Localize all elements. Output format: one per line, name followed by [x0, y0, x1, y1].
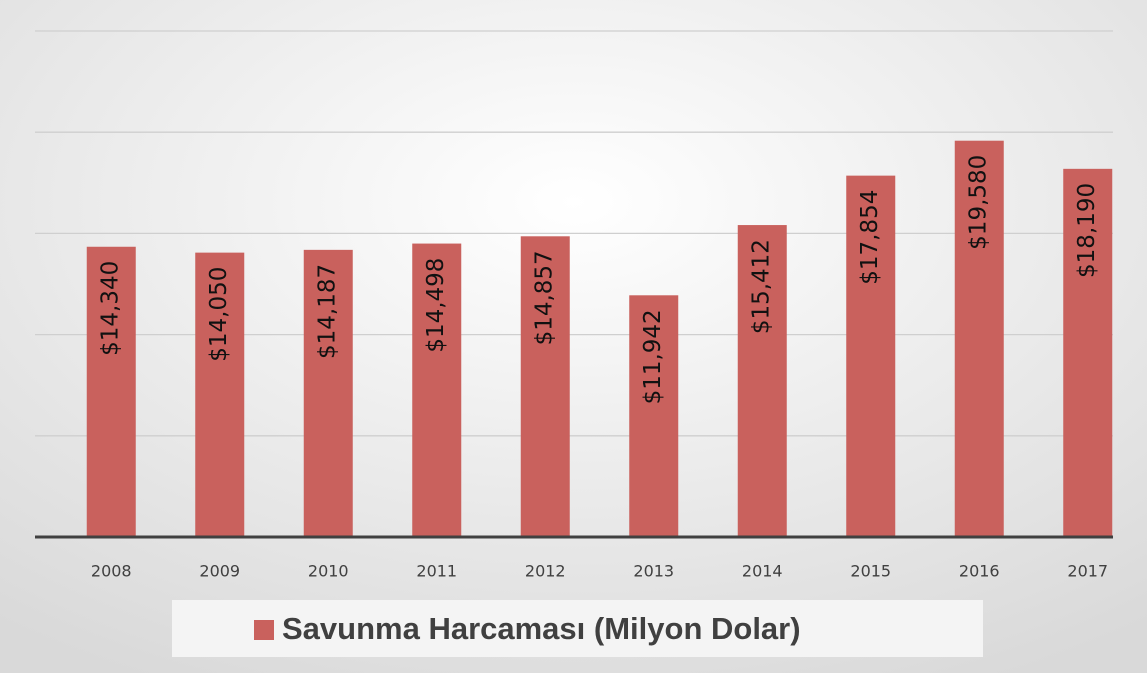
data-label: $19,580: [966, 155, 992, 250]
x-tick-label: 2012: [525, 562, 566, 581]
x-tick-label: 2014: [742, 562, 783, 581]
legend-label: Savunma Harcaması (Milyon Dolar): [282, 611, 801, 646]
data-label: $17,854: [857, 190, 883, 285]
bar: [412, 243, 462, 537]
data-label: $11,942: [640, 309, 666, 404]
data-label: $14,857: [532, 250, 558, 345]
data-label: $18,190: [1074, 183, 1100, 278]
bar: [1063, 168, 1113, 537]
bar: [954, 140, 1004, 537]
bar: [737, 225, 787, 537]
x-tick-label: 2016: [959, 562, 1000, 581]
bar: [303, 249, 353, 538]
x-tick-label: 2015: [850, 562, 891, 581]
bar: [195, 252, 245, 538]
bar: [629, 295, 679, 537]
bar: [86, 246, 136, 537]
x-tick-label: 2011: [416, 562, 457, 581]
x-tick-label: 2008: [91, 562, 132, 581]
data-label: $14,340: [98, 261, 124, 356]
x-tick-label: 2017: [1067, 562, 1108, 581]
data-label: $14,498: [423, 258, 449, 353]
x-tick-label: 2009: [199, 562, 240, 581]
data-label: $15,412: [749, 239, 775, 334]
data-label: $14,187: [315, 264, 341, 359]
x-tick-label: 2010: [308, 562, 349, 581]
bar: [520, 236, 570, 538]
legend-swatch: [254, 620, 274, 640]
data-label: $14,050: [206, 267, 232, 362]
bar: [846, 175, 896, 537]
legend-box: [172, 600, 983, 657]
x-tick-label: 2013: [633, 562, 674, 581]
